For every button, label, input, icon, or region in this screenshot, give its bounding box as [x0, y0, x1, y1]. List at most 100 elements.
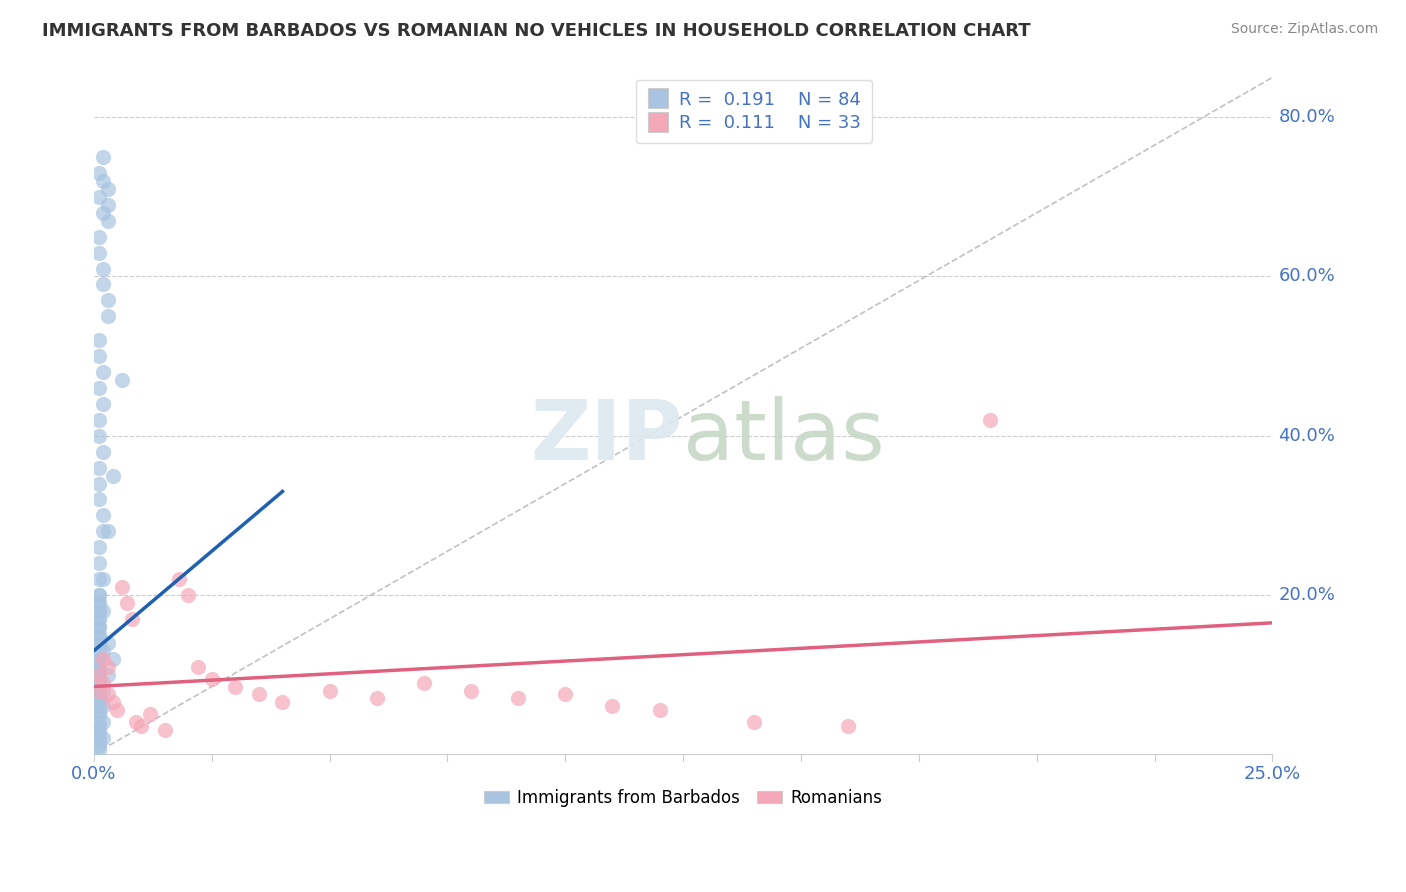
Point: [87, 659, 110, 673]
Point: [87, 683, 110, 698]
Point: [87, 727, 110, 741]
Point: [87, 166, 110, 180]
Point: [97, 213, 120, 227]
Point: [177, 588, 200, 602]
Point: [97, 293, 120, 308]
Point: [125, 715, 148, 730]
Text: 80.0%: 80.0%: [1278, 108, 1336, 127]
Point: [153, 723, 176, 738]
Point: [93, 150, 115, 164]
Point: [648, 703, 671, 717]
Text: 20.0%: 20.0%: [1278, 586, 1336, 604]
Point: [87, 428, 110, 442]
Point: [554, 688, 576, 702]
Point: [101, 696, 124, 710]
Point: [107, 703, 129, 717]
Point: [93, 699, 115, 714]
Point: [460, 683, 482, 698]
Point: [87, 735, 110, 749]
Point: [87, 612, 110, 626]
Point: [87, 620, 110, 634]
Point: [87, 604, 110, 618]
Point: [93, 365, 115, 379]
Point: [101, 651, 124, 665]
Point: [93, 683, 115, 698]
Point: [87, 651, 110, 665]
Point: [87, 636, 110, 650]
Point: [93, 444, 115, 458]
Point: [101, 468, 124, 483]
Point: [224, 680, 246, 694]
Point: [93, 604, 115, 618]
Point: [87, 659, 110, 673]
Point: [366, 691, 388, 706]
Point: [87, 588, 110, 602]
Point: [602, 699, 624, 714]
Point: [87, 691, 110, 706]
Point: [97, 182, 120, 196]
Point: [318, 683, 340, 698]
Point: [87, 628, 110, 642]
Text: 60.0%: 60.0%: [1278, 268, 1336, 285]
Point: [87, 643, 110, 657]
Point: [87, 333, 110, 347]
Point: [93, 572, 115, 586]
Point: [413, 675, 436, 690]
Point: [87, 723, 110, 738]
Point: [87, 675, 110, 690]
Point: [93, 261, 115, 276]
Legend: Immigrants from Barbados, Romanians: Immigrants from Barbados, Romanians: [478, 782, 889, 814]
Point: [87, 739, 110, 754]
Point: [139, 707, 162, 722]
Point: [87, 413, 110, 427]
Point: [508, 691, 530, 706]
Point: [115, 596, 138, 610]
Point: [187, 659, 209, 673]
Point: [87, 476, 110, 491]
Point: [87, 596, 110, 610]
Point: [87, 707, 110, 722]
Point: [93, 675, 115, 690]
Point: [87, 743, 110, 757]
Point: [87, 675, 110, 690]
Point: [87, 651, 110, 665]
Point: [93, 731, 115, 746]
Text: IMMIGRANTS FROM BARBADOS VS ROMANIAN NO VEHICLES IN HOUSEHOLD CORRELATION CHART: IMMIGRANTS FROM BARBADOS VS ROMANIAN NO …: [42, 22, 1031, 40]
Point: [87, 245, 110, 260]
Text: atlas: atlas: [683, 396, 884, 476]
Point: [87, 588, 110, 602]
Point: [93, 524, 115, 539]
Point: [93, 651, 115, 665]
Point: [93, 508, 115, 523]
Point: [87, 628, 110, 642]
Point: [87, 572, 110, 586]
Point: [87, 683, 110, 698]
Point: [93, 643, 115, 657]
Point: [87, 707, 110, 722]
Point: [97, 524, 120, 539]
Point: [93, 206, 115, 220]
Point: [93, 715, 115, 730]
Point: [97, 636, 120, 650]
Point: [87, 229, 110, 244]
Point: [201, 672, 224, 686]
Point: [97, 198, 120, 212]
Point: [742, 715, 765, 730]
Point: [87, 636, 110, 650]
Point: [121, 612, 143, 626]
Point: [97, 667, 120, 681]
Point: [129, 719, 152, 733]
Point: [93, 174, 115, 188]
Point: [87, 381, 110, 395]
Point: [167, 572, 190, 586]
Point: [87, 715, 110, 730]
Point: [97, 659, 120, 673]
Point: [87, 556, 110, 570]
Point: [87, 699, 110, 714]
Point: [87, 667, 110, 681]
Point: [87, 699, 110, 714]
Point: [93, 397, 115, 411]
Point: [111, 373, 134, 387]
Point: [87, 612, 110, 626]
Point: [87, 460, 110, 475]
